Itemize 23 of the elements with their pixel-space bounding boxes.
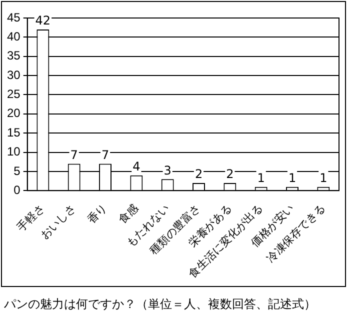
data-label: 3 bbox=[164, 163, 172, 178]
data-label: 2 bbox=[226, 167, 234, 182]
y-tick-label: 35 bbox=[6, 48, 21, 63]
y-tick-label: 30 bbox=[6, 68, 21, 82]
y-tick-label: 45 bbox=[6, 10, 21, 24]
data-label: 1 bbox=[288, 170, 296, 185]
y-tick-label: 15 bbox=[6, 125, 21, 140]
data-label: 4 bbox=[132, 159, 140, 174]
text: パンの魅力は何ですか？（単位＝人、複数回答、記述式） bbox=[4, 296, 316, 313]
x-tick-label: 食感 bbox=[116, 201, 141, 226]
data-label: 7 bbox=[70, 148, 78, 162]
data-label: 42 bbox=[35, 14, 51, 28]
y-tick-label: 10 bbox=[6, 144, 21, 159]
y-tick-label: 25 bbox=[6, 87, 21, 102]
data-label: 1 bbox=[320, 170, 328, 185]
y-tick-label: 0 bbox=[14, 182, 21, 197]
data-label: 1 bbox=[257, 170, 265, 185]
data-label: 2 bbox=[194, 167, 203, 182]
x-tick-label: 香り bbox=[84, 201, 110, 226]
data-label: 7 bbox=[101, 148, 110, 162]
y-tick-label: 5 bbox=[14, 164, 21, 178]
y-tick-label: 20 bbox=[6, 106, 21, 120]
y-tick-label: 40 bbox=[6, 29, 21, 44]
